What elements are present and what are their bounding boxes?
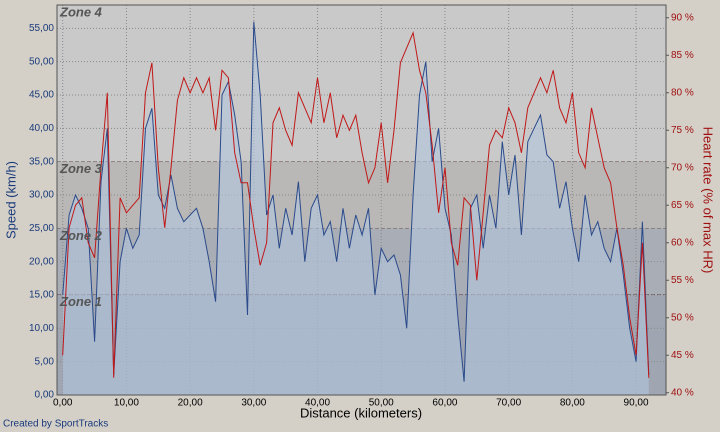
y2-tick-label: 50 % (671, 312, 694, 323)
y-tick-label: 40,00 (29, 123, 54, 134)
y-tick-label: 30,00 (29, 190, 54, 201)
y-tick-label: 25,00 (29, 223, 54, 234)
y-tick-label: 45,00 (29, 90, 54, 101)
plot-area (57, 5, 666, 396)
y-tick-label: 20,00 (29, 256, 54, 267)
zone-label: Zone 4 (59, 4, 103, 19)
y2-tick-label: 45 % (671, 350, 694, 361)
x-tick-label: 20,00 (178, 398, 203, 409)
y-tick-label: 55,00 (29, 23, 54, 34)
y2-tick-label: 40 % (671, 387, 694, 398)
x-tick-label: 0,00 (53, 398, 73, 409)
y2-tick-label: 55 % (671, 275, 694, 286)
y-tick-label: 0,00 (35, 390, 55, 401)
series-line (62, 31, 650, 378)
x-tick-label: 30,00 (241, 398, 266, 409)
zone-label: Zone 1 (59, 294, 102, 309)
y2-tick-label: 70 % (671, 162, 694, 173)
speed-area (62, 21, 649, 395)
zone-label: Zone 2 (59, 228, 103, 243)
x-tick-label: 50,00 (369, 398, 394, 409)
x-tick-label: 70,00 (496, 398, 521, 409)
y-axis-label: Speed (km/h) (3, 161, 18, 239)
y-tick-label: 15,00 (29, 290, 54, 301)
y-tick-label: 50,00 (29, 56, 54, 67)
x-axis-label: Distance (kilometers) (300, 405, 422, 420)
x-tick-label: 60,00 (432, 398, 457, 409)
zone-band (57, 5, 666, 162)
y2-tick-label: 80 % (671, 87, 694, 98)
zone-label: Zone 3 (59, 161, 103, 176)
y2-tick-label: 65 % (671, 200, 694, 211)
series-line (62, 21, 650, 382)
x-tick-label: 80,00 (560, 398, 585, 409)
y2-tick-label: 85 % (671, 50, 694, 61)
footer: Created by SportTracks (3, 419, 108, 430)
x-tick-label: 90,00 (624, 398, 649, 409)
y2-axis-label: Heart rate (% of max HR) (701, 127, 716, 274)
y-tick-label: 10,00 (29, 323, 54, 334)
y-tick-label: 5,00 (35, 356, 55, 367)
y-tick-label: 35,00 (29, 156, 54, 167)
y2-tick-label: 75 % (671, 125, 694, 136)
y2-tick-label: 60 % (671, 237, 694, 248)
x-tick-label: 40,00 (305, 398, 330, 409)
x-tick-label: 10,00 (114, 398, 139, 409)
plot-border (56, 4, 667, 396)
y2-tick-label: 90 % (671, 12, 694, 23)
